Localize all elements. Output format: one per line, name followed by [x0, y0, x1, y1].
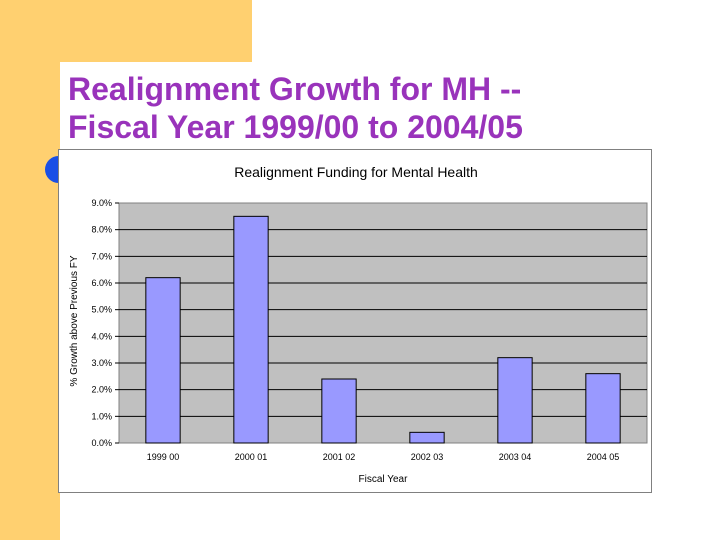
gridlines [119, 229, 647, 417]
bar-2000-01 [233, 215, 269, 444]
y-tick-label: 5.0% [91, 305, 112, 315]
y-tick-label: 0.0% [91, 438, 112, 448]
x-tick-label: 1999 00 [147, 452, 180, 462]
chart-container: Realignment Funding for Mental Health % … [58, 149, 652, 493]
bar-1999-00 [145, 277, 181, 444]
bar-2001-02 [321, 378, 357, 444]
y-ticks: 0.0% 1.0% 2.0% 3.0% 4.0% 5.0% 6.0% 7.0% 8.0% 9.0% [91, 198, 119, 448]
y-axis-label: % Growth above Previous FY [69, 255, 80, 386]
bar-chart: Realignment Funding for Mental Health % … [69, 164, 648, 485]
x-tick-label: 2001 02 [323, 452, 356, 462]
y-tick-label: 4.0% [91, 331, 112, 341]
plot-area [118, 202, 648, 444]
slide-title-line-1: Realignment Growth for MH -- [68, 71, 522, 107]
x-ticks: 1999 00 2000 01 2001 02 2002 03 2003 04 2004 … [147, 452, 620, 462]
decor-left-band [0, 0, 60, 540]
bars [145, 215, 621, 444]
bar-2003-04 [497, 357, 533, 444]
chart-title: Realignment Funding for Mental Health [234, 164, 478, 180]
slide-title: Realignment Growth for MH -- Fiscal Year… [68, 70, 708, 146]
slide-title-line-2: Fiscal Year 1999/00 to 2004/05 [68, 109, 523, 145]
y-tick-label: 6.0% [91, 278, 112, 288]
y-tick-label: 8.0% [91, 225, 112, 235]
decor-top-band [0, 0, 252, 62]
x-tick-label: 2003 04 [499, 452, 532, 462]
y-tick-label: 3.0% [91, 358, 112, 368]
y-tick-label: 2.0% [91, 385, 112, 395]
bar-2004-05 [585, 373, 621, 444]
y-tick-label: 9.0% [91, 198, 112, 208]
x-tick-label: 2004 05 [587, 452, 620, 462]
y-tick-label: 7.0% [91, 251, 112, 261]
bar-2002-03 [409, 431, 445, 444]
x-tick-label: 2000 01 [235, 452, 268, 462]
x-axis-label: Fiscal Year [359, 474, 409, 485]
x-tick-label: 2002 03 [411, 452, 444, 462]
y-tick-label: 1.0% [91, 411, 112, 421]
